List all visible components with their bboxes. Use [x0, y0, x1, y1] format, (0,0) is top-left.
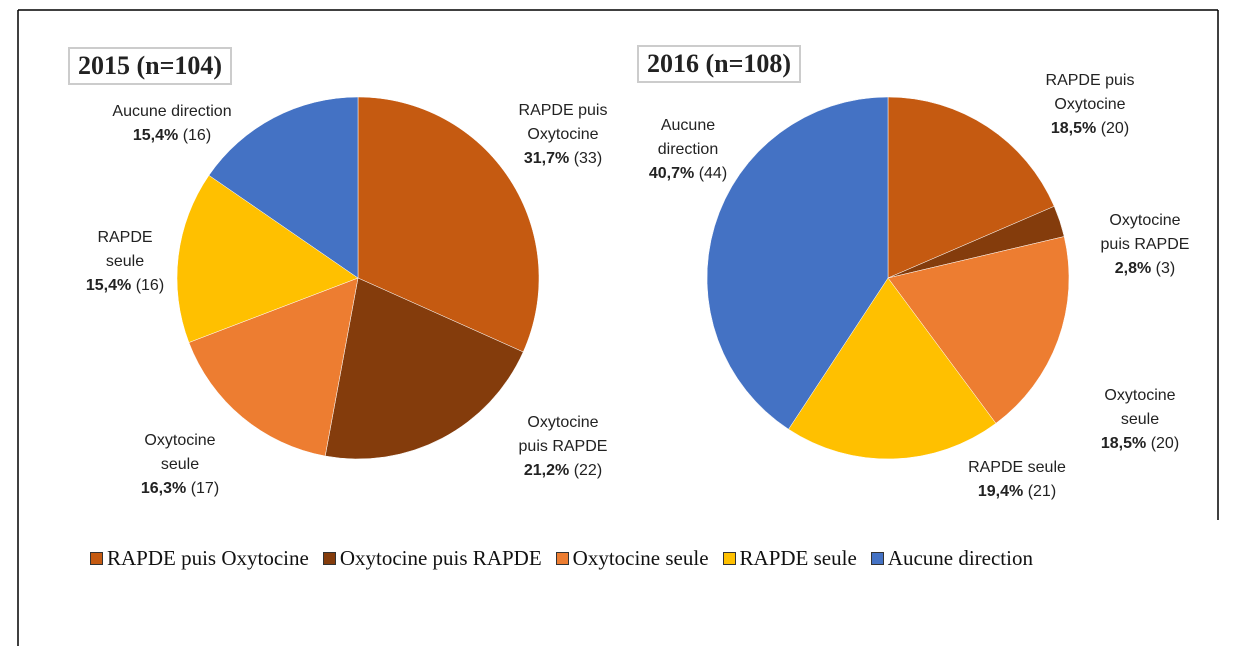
slice-label: RAPDE puis Oxytocine 18,5% (20)	[1035, 69, 1145, 141]
slice-count: (21)	[1027, 483, 1057, 500]
slice-values: 18,5% (20)	[1035, 117, 1145, 141]
chart-title: 2016 (n=108)	[637, 45, 802, 83]
slice-count: (44)	[698, 165, 728, 182]
legend-item: Oxytocine seule	[555, 546, 709, 571]
slice-label: Oxytocine seule 18,5% (20)	[1090, 384, 1190, 456]
slice-percent: 31,7%	[523, 150, 570, 167]
pie-slice	[788, 277, 997, 460]
slice-name: RAPDE puis Oxytocine	[518, 102, 608, 143]
slice-count: (16)	[182, 127, 212, 144]
legend-swatch	[870, 552, 884, 565]
slice-name: Oxytocine seule	[144, 432, 216, 473]
legend-label: Oxytocine seule	[572, 546, 709, 570]
slice-name: RAPDE seule	[97, 229, 153, 270]
legend-item: RAPDE seule	[722, 546, 857, 571]
slice-count: (20)	[1150, 435, 1180, 452]
slice-percent: 15,4%	[85, 277, 132, 294]
pie-slice	[706, 96, 889, 430]
slice-name: Oxytocine puis RAPDE	[1100, 212, 1190, 253]
pie-slice	[887, 96, 1055, 279]
slice-values: 31,7% (33)	[508, 147, 618, 171]
slice-label: RAPDE seule 19,4% (21)	[952, 456, 1082, 504]
legend-item: Oxytocine puis RAPDE	[322, 546, 542, 571]
slice-count: (33)	[573, 150, 603, 167]
slice-label: RAPDE seule 15,4% (16)	[80, 226, 170, 298]
slice-percent: 18,5%	[1050, 120, 1097, 137]
slice-label: Aucune direction 40,7% (44)	[633, 114, 743, 186]
slice-count: (16)	[135, 277, 165, 294]
slice-percent: 18,5%	[1100, 435, 1147, 452]
slice-values: 21,2% (22)	[518, 459, 608, 483]
slice-values: 2,8% (3)	[1100, 257, 1190, 281]
slice-count: (17)	[190, 480, 220, 497]
slice-values: 18,5% (20)	[1090, 432, 1190, 456]
slice-label: Oxytocine puis RAPDE 2,8% (3)	[1100, 209, 1190, 281]
pie-slice	[176, 174, 359, 343]
legend-swatch	[322, 552, 336, 565]
slice-name: Aucune direction	[112, 103, 232, 120]
slice-values: 16,3% (17)	[130, 477, 230, 501]
legend-label: Oxytocine puis RAPDE	[339, 546, 542, 570]
legend-label: Aucune direction	[887, 546, 1033, 570]
slice-label: RAPDE puis Oxytocine 31,7% (33)	[508, 99, 618, 171]
slice-values: 15,4% (16)	[80, 274, 170, 298]
pie-slice	[887, 236, 1070, 424]
legend-label: RAPDE puis Oxytocine	[107, 546, 309, 570]
slice-percent: 15,4%	[132, 127, 179, 144]
slice-label: Oxytocine seule 16,3% (17)	[130, 429, 230, 501]
legend-item: RAPDE puis Oxytocine	[90, 546, 309, 571]
legend-swatch	[722, 552, 736, 565]
slice-values: 40,7% (44)	[633, 162, 743, 186]
legend-swatch	[555, 552, 569, 565]
slice-name: Oxytocine puis RAPDE	[518, 414, 608, 455]
slice-label: Aucune direction 15,4% (16)	[92, 100, 252, 148]
pie-slice	[324, 277, 524, 460]
legend-label: RAPDE seule	[739, 546, 857, 570]
slice-percent: 2,8%	[1114, 260, 1152, 277]
slice-name: Aucune direction	[657, 117, 719, 158]
pie-slice	[357, 96, 540, 353]
chart-title: 2015 (n=104)	[68, 47, 233, 85]
slice-percent: 21,2%	[523, 462, 570, 479]
slice-name: RAPDE seule	[968, 459, 1066, 476]
slice-count: (20)	[1100, 120, 1130, 137]
slice-percent: 40,7%	[648, 165, 695, 182]
slice-values: 15,4% (16)	[92, 124, 252, 148]
slice-values: 19,4% (21)	[952, 480, 1082, 504]
pie-slice	[188, 277, 359, 457]
slice-name: Oxytocine seule	[1104, 387, 1176, 428]
slice-label: Oxytocine puis RAPDE 21,2% (22)	[518, 411, 608, 483]
legend: RAPDE puis Oxytocine Oxytocine puis RAPDE…	[90, 546, 1200, 571]
pie-slice	[208, 96, 359, 279]
slice-name: RAPDE puis Oxytocine	[1045, 72, 1135, 113]
slice-count: (3)	[1155, 260, 1176, 277]
legend-swatch	[90, 552, 103, 565]
slice-count: (22)	[573, 462, 603, 479]
slice-percent: 16,3%	[140, 480, 187, 497]
slice-percent: 19,4%	[977, 483, 1024, 500]
legend-item: Aucune direction	[870, 546, 1033, 571]
